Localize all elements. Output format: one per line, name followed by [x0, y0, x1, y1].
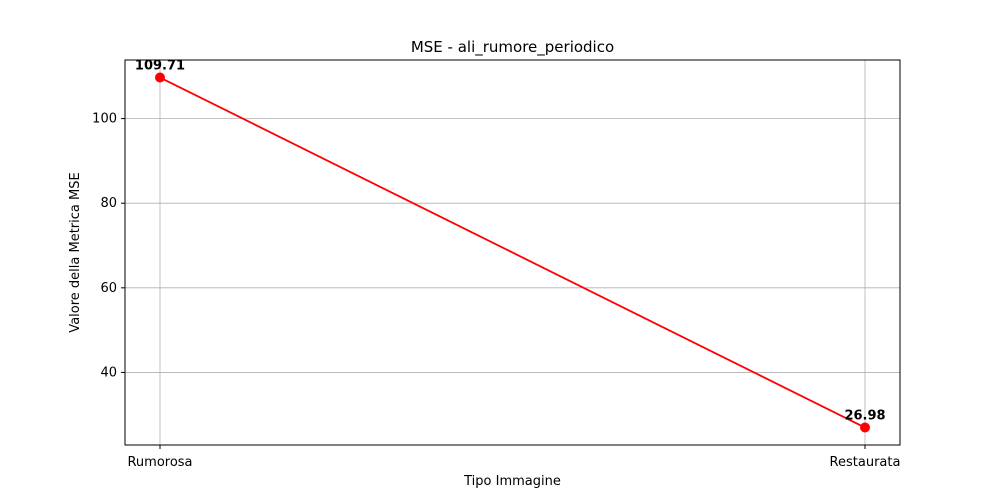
data-labels: 109.71 26.98 [135, 59, 886, 424]
x-axis-title: Tipo Immagine [463, 474, 561, 489]
data-point [860, 422, 870, 433]
data-point [155, 72, 165, 83]
y-tick-label: 40 [100, 365, 117, 380]
x-tick-label: Restaurata [830, 455, 901, 470]
x-axis: Rumorosa Restaurata [127, 445, 900, 470]
chart-title: MSE - ali_rumore_periodico [411, 38, 614, 57]
mse-line [159, 76, 866, 429]
series-line [155, 72, 870, 433]
y-tick-label: 80 [100, 196, 117, 211]
grid [125, 60, 900, 445]
y-axis-title: Valore della Metrica MSE [68, 172, 83, 332]
y-axis: 40 60 80 100 [92, 112, 125, 380]
x-tick-label: Rumorosa [127, 455, 192, 470]
data-value-label: 26.98 [844, 409, 885, 424]
y-tick-label: 100 [92, 112, 117, 127]
plot-frame [124, 59, 901, 446]
data-value-label: 109.71 [135, 59, 185, 74]
y-tick-label: 60 [100, 281, 117, 296]
